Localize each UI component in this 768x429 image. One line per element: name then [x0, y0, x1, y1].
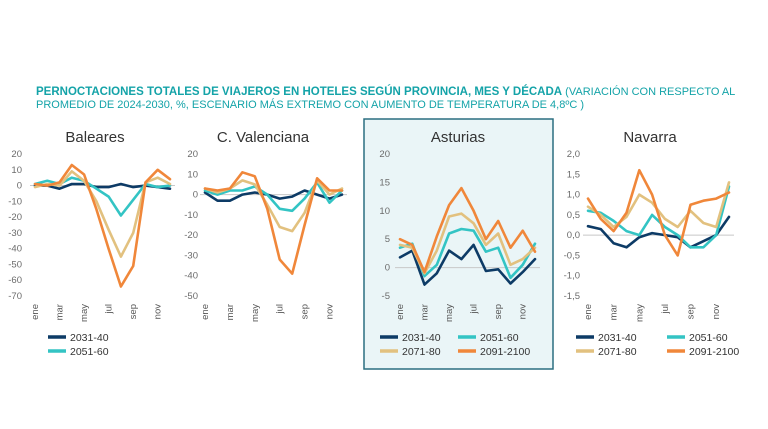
y-tick-label: 20 — [187, 149, 198, 160]
legend-label: 2031-40 — [70, 332, 109, 344]
y-tick-label: 10 — [187, 169, 198, 180]
y-tick-label: 0,5 — [567, 210, 580, 221]
y-tick-label: -20 — [8, 212, 22, 223]
y-tick-label: -50 — [8, 259, 22, 270]
x-tick-label: may — [634, 304, 645, 322]
series-line-2031-40 — [203, 189, 344, 202]
x-tick-label: jul — [660, 304, 671, 315]
x-tick-label: may — [79, 304, 90, 322]
y-tick-label: 10 — [11, 165, 22, 176]
y-tick-label: -60 — [8, 275, 22, 286]
y-tick-label: -10 — [184, 210, 198, 221]
panel-highlight-box — [363, 118, 554, 370]
y-tick-label: 0 — [385, 263, 390, 274]
y-tick-label: 15 — [379, 177, 390, 188]
y-tick-label: -5 — [382, 291, 390, 302]
legend-label: 2051-60 — [480, 332, 519, 344]
legend-label: 2031-40 — [402, 332, 441, 344]
x-tick-label: sep — [128, 304, 139, 319]
x-tick-label: may — [250, 304, 261, 322]
y-tick-label: -40 — [184, 271, 198, 282]
panel-title: Navarra — [623, 129, 677, 146]
x-tick-label: ene — [395, 304, 406, 320]
x-tick-label: jul — [275, 304, 286, 315]
y-tick-label: 1,5 — [567, 169, 580, 180]
y-tick-label: -30 — [184, 250, 198, 261]
y-tick-label: -70 — [8, 291, 22, 302]
legend-label: 2051-60 — [689, 332, 728, 344]
x-tick-label: ene — [30, 304, 41, 320]
y-tick-label: -1,0 — [564, 271, 580, 282]
panel-title: Asturias — [431, 129, 485, 146]
y-tick-label: -0,5 — [564, 250, 580, 261]
y-tick-label: -1,5 — [564, 291, 580, 302]
series-line-2091-2100 — [33, 163, 172, 288]
x-tick-label: sep — [686, 304, 697, 319]
x-tick-label: nov — [325, 304, 336, 320]
x-tick-label: mar — [225, 304, 236, 320]
y-tick-label: 0,0 — [567, 230, 580, 241]
x-tick-label: ene — [583, 304, 594, 320]
y-tick-label: 0 — [17, 181, 22, 192]
x-tick-label: mar — [55, 304, 66, 320]
x-tick-label: jul — [104, 304, 115, 315]
y-tick-label: 20 — [379, 149, 390, 160]
panel-0: Baleares 20 10 0 -10 -20 -30 -40 -50 -60 -70 ene mar… — [8, 129, 175, 358]
x-tick-label: mar — [609, 304, 620, 320]
chart-title-sub: (VARIACIÓN CON RESPECTO AL PROMEDIO DE 2… — [36, 86, 735, 111]
legend-label: 2091-2100 — [689, 346, 739, 358]
series-line-2091-2100 — [398, 186, 537, 274]
y-tick-label: -40 — [8, 244, 22, 255]
series-line-2091-2100 — [586, 168, 731, 257]
chart-title-main: PERNOCTACIONES TOTALES DE VIAJEROS EN HO… — [36, 86, 563, 98]
legend-label: 2091-2100 — [480, 346, 530, 358]
legend-label: 2071-80 — [402, 346, 441, 358]
y-tick-label: 2,0 — [567, 149, 580, 160]
series-line-2051-60 — [203, 181, 344, 213]
legend-label: 2071-80 — [598, 346, 637, 358]
legend-label: 2051-60 — [70, 346, 109, 358]
y-tick-label: 1,0 — [567, 190, 580, 201]
y-tick-label: 10 — [379, 206, 390, 217]
chart-title: PERNOCTACIONES TOTALES DE VIAJEROS EN HO… — [36, 86, 736, 112]
x-tick-label: jul — [469, 304, 480, 315]
legend-label: 2031-40 — [598, 332, 637, 344]
y-tick-label: 20 — [11, 149, 22, 160]
panel-title: C. Valenciana — [217, 129, 310, 146]
x-tick-label: nov — [518, 304, 529, 320]
series-line-2091-2100 — [203, 171, 344, 276]
y-tick-label: -20 — [184, 230, 198, 241]
series-line-2051-60 — [586, 185, 731, 249]
x-tick-label: may — [444, 304, 455, 322]
y-tick-label: 5 — [385, 234, 390, 245]
x-tick-label: mar — [420, 304, 431, 320]
y-tick-label: -50 — [184, 291, 198, 302]
x-tick-label: nov — [153, 304, 164, 320]
y-tick-label: -10 — [8, 196, 22, 207]
panel-title: Baleares — [65, 129, 124, 146]
panel-2: Asturias 20 15 10 5 0 -5 ene mar may jul sep nov 2031… — [363, 118, 554, 370]
x-tick-label: nov — [711, 304, 722, 320]
series-line-2031-40 — [398, 243, 537, 286]
y-tick-label: 0 — [193, 190, 198, 201]
x-tick-label: sep — [300, 304, 311, 319]
y-tick-label: -30 — [8, 228, 22, 239]
x-tick-label: ene — [200, 304, 211, 320]
series-line-2031-40 — [586, 215, 731, 249]
x-tick-label: sep — [493, 304, 504, 319]
